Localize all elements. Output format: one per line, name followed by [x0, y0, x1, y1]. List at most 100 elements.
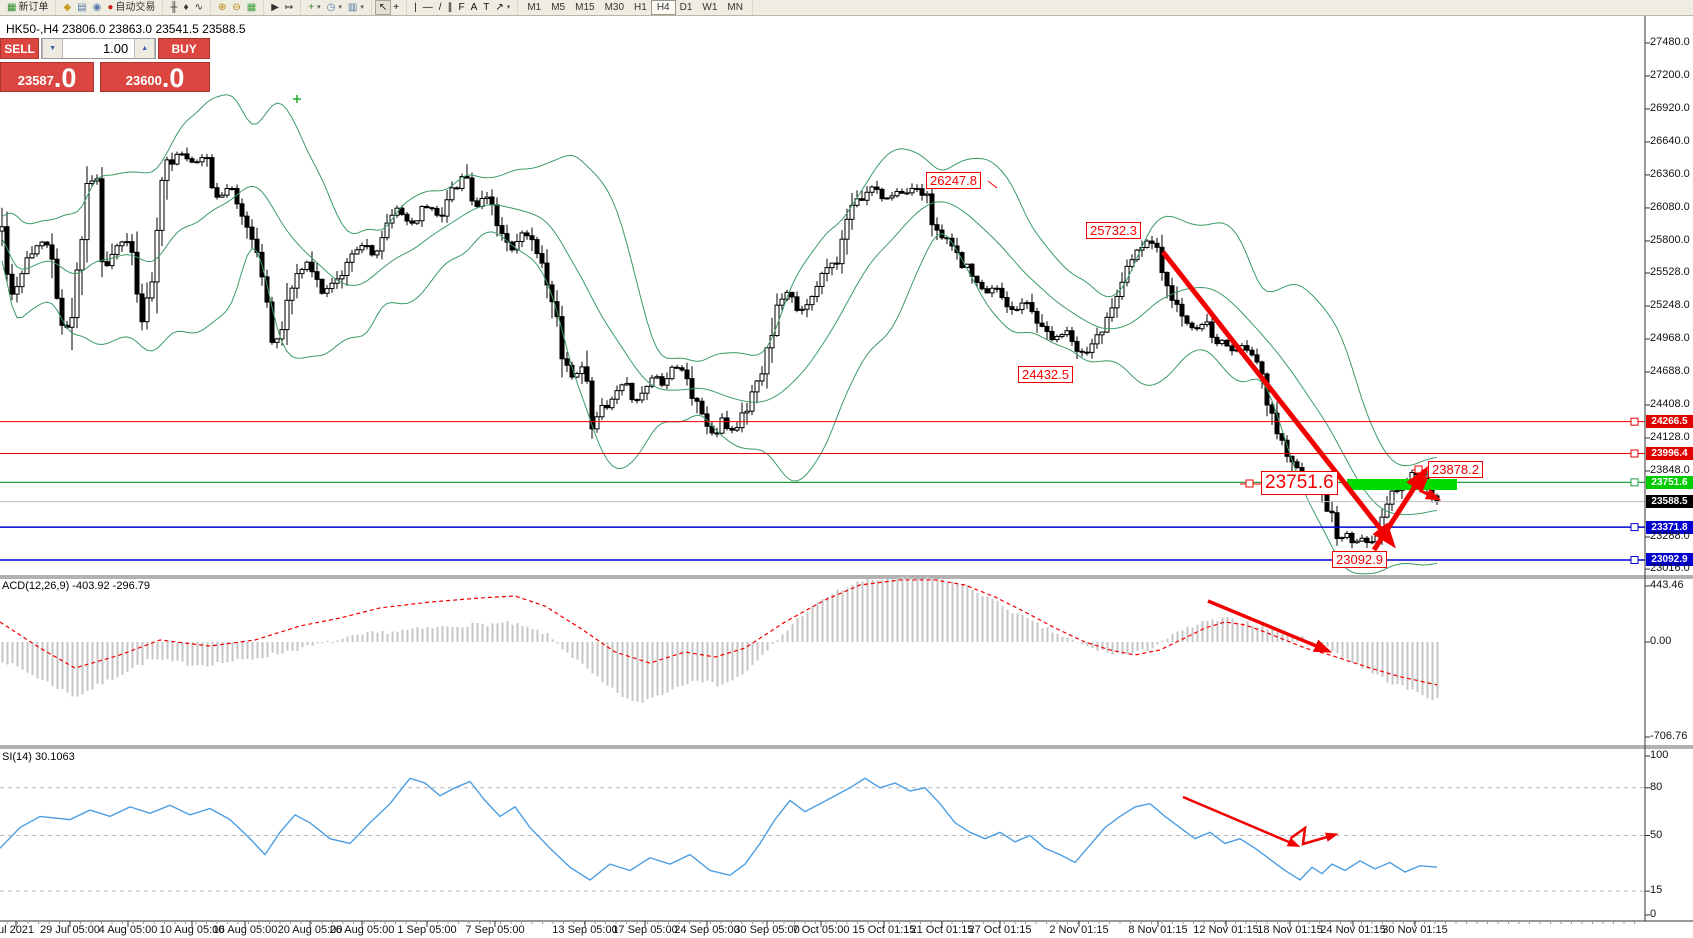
text-glyph: A [470, 2, 478, 13]
line-chart-icon[interactable]: ∿ [192, 1, 206, 14]
autotrading-glyph: ● [107, 2, 114, 13]
tile-windows-icon[interactable]: ▦ [244, 1, 259, 14]
chart-shift-icon[interactable]: ↦ [282, 1, 296, 14]
vertical-line-glyph: | [414, 2, 417, 13]
fibonacci-button[interactable]: F [456, 1, 468, 14]
zoom-out-icon-glyph: ⊖ [232, 2, 241, 13]
buy-button[interactable]: BUY [158, 38, 210, 59]
fibonacci-glyph: F [458, 2, 465, 13]
chevron-down-icon: ▾ [360, 4, 364, 11]
low-label-23092[interactable]: 23092.9 [1332, 551, 1387, 568]
horizontal-line-glyph: — [422, 2, 433, 13]
market-watch-icon-glyph: ◆ [63, 2, 72, 13]
data-window-icon-glyph: ▤ [77, 2, 87, 13]
candlestick-chart-icon[interactable]: ♦ [180, 1, 191, 14]
toolbar-group-objects: | — / ∥ F A T ↗ ▾ [407, 0, 519, 15]
tf-m30-label: M30 [604, 2, 625, 13]
bar-chart-icon-glyph: ╫ [170, 2, 178, 13]
support-label-23751[interactable]: 23751.6 [1261, 471, 1338, 495]
autotrading-button-label: 自动交易 [115, 2, 156, 13]
horizontal-line-button[interactable]: — [420, 1, 436, 14]
retest-label-23878[interactable]: 23878.2 [1428, 461, 1483, 478]
auto-scroll-icon-glyph: ▶ [271, 2, 279, 13]
toolbar-group-panels: ◆ ▤ ◉ ● 自动交易 [56, 0, 164, 15]
trendline-button[interactable]: / [436, 1, 445, 14]
tf-w1-label: W1 [702, 2, 718, 13]
sell-price-box[interactable]: 23587.0 [0, 62, 95, 93]
data-window-icon[interactable]: ▤ [74, 1, 89, 14]
tf-m1[interactable]: M1 [522, 1, 546, 14]
tf-h4[interactable]: H4 [650, 0, 676, 15]
toolbar-group-cursor: ↖ + [372, 0, 408, 15]
bar-chart-icon[interactable]: ╫ [167, 1, 180, 14]
tf-m15-label: M15 [575, 2, 595, 13]
toolbar: ▦ 新订单 ◆ ▤ ◉ ● 自动交易 ╫ ♦ ∿ ⊕ ⊖ ▦ ▶ ↦ + ▾ ◷ ▾ ▥ ▾ ↖ + | — / ∥ F A T ↗ ▾ M1 M… [0, 0, 1693, 16]
market-watch-icon[interactable]: ◆ [60, 1, 74, 14]
zoom-in-icon[interactable]: ⊕ [215, 1, 229, 14]
volume-decrease-button[interactable]: ▼ [42, 39, 64, 58]
new-order-button[interactable]: ▦ 新订单 [4, 1, 51, 14]
tf-m1-label: M1 [527, 2, 542, 13]
navigator-icon-glyph: ◉ [92, 2, 102, 13]
vertical-line-button[interactable]: | [411, 1, 420, 14]
label-glyph: T [483, 2, 490, 13]
cursor-button[interactable]: ↖ [374, 0, 392, 15]
tf-mn[interactable]: MN [722, 1, 748, 14]
volume-increase-button[interactable]: ▲ [134, 39, 156, 58]
tf-m15[interactable]: M15 [570, 1, 599, 14]
chart-shift-icon-glyph: ↦ [284, 2, 294, 13]
buy-price-box[interactable]: 23600.0 [100, 62, 210, 92]
tile-windows-icon-glyph: ▦ [246, 2, 257, 13]
tf-m30[interactable]: M30 [600, 1, 629, 14]
toolbar-group-insert: + ▾ ◷ ▾ ▥ ▾ [301, 0, 372, 15]
tf-m5-label: M5 [551, 2, 566, 13]
tf-mn-label: MN [727, 2, 743, 13]
trendline-glyph: / [438, 2, 442, 13]
periods-glyph: ◷ [326, 2, 336, 13]
tf-d1[interactable]: D1 [675, 1, 698, 14]
templates-glyph: ▥ [347, 2, 358, 13]
line-chart-icon-glyph: ∿ [194, 2, 203, 13]
sell-price-big: .0 [53, 63, 77, 93]
buy-price-main: 23600 [125, 73, 162, 88]
indicators-button[interactable]: + ▾ [305, 1, 323, 14]
tf-h4-label: H4 [656, 2, 670, 13]
volume-value[interactable]: 1.00 [102, 41, 129, 56]
new-order-glyph: ▦ [7, 2, 17, 13]
zoom-in-icon-glyph: ⊕ [217, 2, 227, 13]
indicators-glyph: + [308, 2, 315, 13]
tf-h1-label: H1 [634, 2, 647, 13]
toolbar-group-timeframes: M1 M5 M15 M30 H1 H4 D1 W1 MN [518, 0, 753, 15]
high-label-25732[interactable]: 25732.3 [1086, 222, 1141, 239]
buy-price-big: .0 [161, 63, 185, 93]
crosshair-glyph: + [393, 2, 400, 13]
volume-stepper: ▼ 1.00 ▲ [41, 38, 157, 59]
arrows-glyph: ↗ [495, 2, 504, 13]
tf-w1[interactable]: W1 [697, 1, 722, 14]
sell-price-main: 23587 [17, 73, 54, 88]
toolbar-group-scroll: ▶ ↦ [264, 0, 302, 15]
periods-button[interactable]: ◷ ▾ [324, 1, 345, 14]
channel-button[interactable]: ∥ [445, 1, 456, 14]
tf-m5[interactable]: M5 [546, 1, 570, 14]
label-button[interactable]: T [480, 1, 492, 14]
candlestick-chart-icon-glyph: ♦ [183, 2, 189, 13]
tf-h1[interactable]: H1 [629, 1, 652, 14]
text-button[interactable]: A [468, 1, 481, 14]
high-label-26247[interactable]: 26247.8 [926, 172, 981, 189]
channel-glyph: ∥ [447, 2, 453, 13]
symbol-ohlc-header: HK50-,H4 23806.0 23863.0 23541.5 23588.5 [6, 22, 246, 36]
crosshair-button[interactable]: + [390, 1, 402, 14]
navigator-icon[interactable]: ◉ [90, 1, 105, 14]
tf-d1-label: D1 [679, 2, 693, 13]
sell-button[interactable]: SELL [0, 38, 40, 59]
low-label-24432[interactable]: 24432.5 [1018, 366, 1073, 383]
chevron-down-icon: ▾ [506, 4, 511, 11]
zoom-out-icon[interactable]: ⊖ [229, 1, 243, 14]
toolbar-group-orders: ▦ 新订单 [0, 0, 57, 15]
templates-button[interactable]: ▥ ▾ [345, 1, 367, 14]
auto-scroll-icon[interactable]: ▶ [268, 1, 282, 14]
arrows-button[interactable]: ↗ ▾ [492, 1, 513, 14]
autotrading-button[interactable]: ● 自动交易 [104, 1, 158, 14]
new-order-button-label: 新订单 [18, 2, 49, 13]
